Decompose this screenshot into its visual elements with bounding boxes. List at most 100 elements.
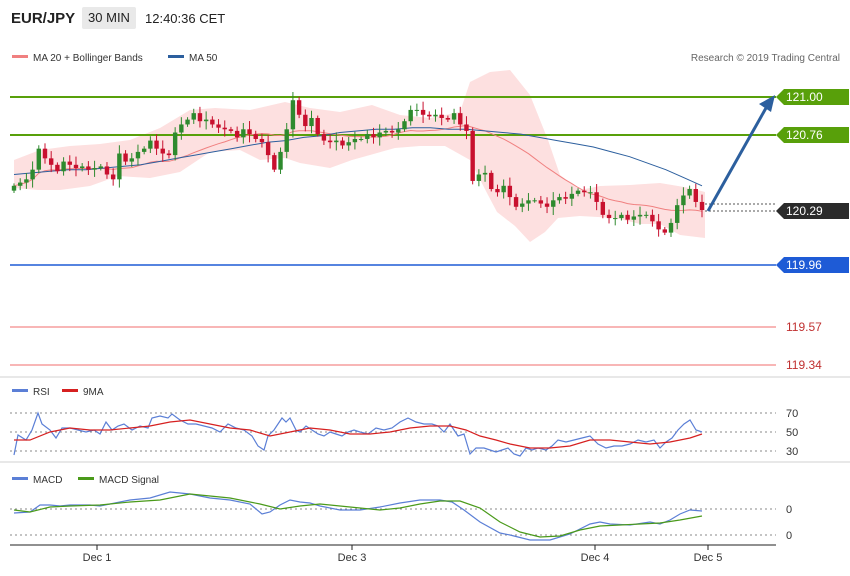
candle [551,192,556,216]
candle-body [11,185,17,191]
candle [389,125,395,138]
timeframe-button[interactable]: 30 MIN [82,7,136,29]
candle-body [557,197,562,201]
candle [278,147,283,175]
candle [259,133,265,148]
candle-body [631,216,637,220]
candle [36,145,41,174]
candle [644,211,649,219]
candle-body [637,214,643,217]
candle [575,188,581,197]
candle-body [160,148,165,154]
candle [315,115,320,137]
legend-macd: MACD [33,475,62,486]
candle [241,122,246,144]
candle [650,209,655,227]
legend-macd-signal: MACD Signal [99,475,159,486]
candle [154,134,159,155]
candle-body [551,200,556,207]
candle-body [67,161,72,165]
candle-body [222,127,227,130]
candle [569,186,575,206]
candle-body [129,158,134,162]
candle-body [135,151,141,159]
candle-body [179,124,184,133]
candle-body [272,155,277,170]
candle-body [358,138,364,140]
level-label-119-57: 119.57 [786,320,822,334]
candle-body [439,114,444,118]
candle [383,127,389,136]
candle [216,119,221,134]
rsi-tick-70: 70 [786,408,798,420]
candle-body [451,113,457,120]
candle-body [675,205,680,223]
candle-body [172,132,178,156]
candle-body [104,166,110,175]
candle [563,191,568,205]
candle [296,96,302,119]
candle [98,164,103,171]
candle-body [420,109,426,115]
candle-body [321,134,327,141]
candle-body [253,134,258,139]
candle [334,132,339,151]
candle-body [532,200,537,202]
candle [520,198,525,213]
candle [234,126,240,142]
candle [222,120,227,137]
candle [625,210,630,225]
candle [346,136,351,151]
candle-body [296,100,302,115]
x-label-dec3: Dec 3 [338,552,367,564]
candle-body [644,214,649,216]
candle [327,134,333,149]
candle [61,157,66,176]
level-label-119-96: 119.96 [786,258,822,272]
candle-body [92,168,97,170]
level-label-121-00: 121.00 [786,90,823,104]
candle [104,162,110,179]
candle [662,226,668,236]
candle-body [154,140,159,149]
candle-body [588,192,593,194]
candle [197,106,203,128]
macd-signal-line [13,493,703,538]
macd-panel: 0 0 [10,491,792,542]
candle [166,150,172,159]
level-badge-120-76 [776,127,849,143]
candle [526,193,531,211]
candle [482,165,488,182]
candle-body [606,214,612,219]
candle [42,143,48,164]
candle-body [582,190,587,193]
last-price-badge [776,203,849,219]
main-legend: MA 20 + Bollinger Bands MA 50 [12,53,218,64]
candle [148,136,153,154]
candle-body [61,161,66,172]
candle [160,140,165,162]
candle-body [365,134,370,139]
macd-legend: MACD MACD Signal [12,475,159,486]
candle [371,127,376,144]
candle [557,193,562,204]
candle-body [687,189,692,196]
candle [30,161,35,188]
candle-body [489,172,494,190]
candle [228,126,234,134]
candle-body [148,140,153,149]
level-badge-121-00 [776,89,849,105]
legend-ma50: MA 50 [189,53,218,64]
candle-body [389,130,395,133]
x-label-dec4: Dec 4 [581,552,610,564]
candle [185,117,190,127]
candle-body [433,114,438,117]
candle [247,121,252,143]
candle [191,108,196,124]
candle-body [513,197,519,207]
candle-body [352,138,358,143]
candle-body [278,151,283,170]
candle [117,145,122,188]
x-label-dec5: Dec 5 [694,552,723,564]
candle [55,162,60,174]
